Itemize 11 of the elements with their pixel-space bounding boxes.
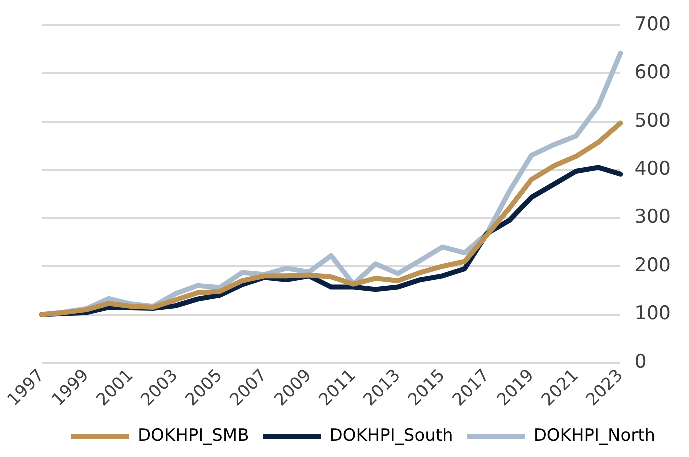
- y-tick-label: 300: [634, 206, 671, 228]
- y-tick-label: 600: [634, 62, 671, 84]
- y-tick-label: 500: [634, 110, 671, 132]
- y-tick-label: 100: [634, 302, 671, 325]
- legend-label: DOKHPI_North: [534, 426, 656, 446]
- y-tick-label: 400: [634, 158, 671, 180]
- y-tick-label: 0: [634, 350, 647, 373]
- legend-label: DOKHPI_SMB: [138, 426, 250, 446]
- legend-label: DOKHPI_South: [330, 426, 454, 446]
- y-tick-label: 200: [634, 254, 671, 276]
- y-tick-label: 700: [634, 13, 671, 36]
